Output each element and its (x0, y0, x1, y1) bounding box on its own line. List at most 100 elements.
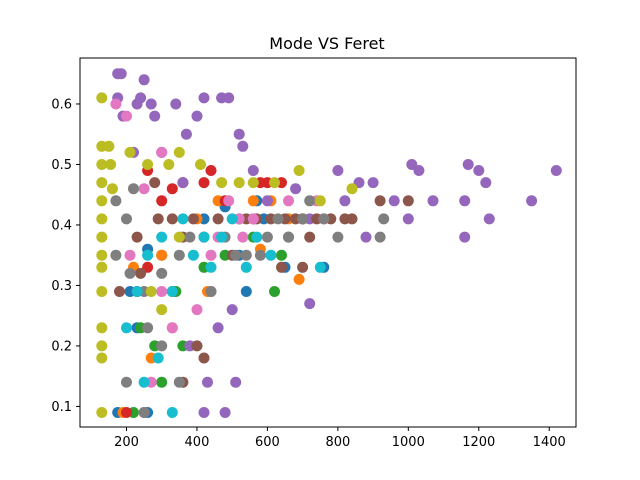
data-point (226, 213, 238, 225)
data-point (135, 267, 147, 279)
data-point (216, 231, 228, 243)
data-point (128, 183, 139, 195)
data-point (269, 286, 280, 297)
data-point (124, 249, 136, 261)
data-point (96, 249, 108, 261)
data-point (156, 286, 168, 297)
data-point (247, 195, 259, 207)
data-point (216, 177, 228, 189)
data-point (198, 177, 210, 189)
data-point (156, 249, 168, 261)
data-point (187, 249, 199, 261)
data-point (473, 165, 485, 176)
data-point (526, 195, 538, 207)
data-point (121, 322, 132, 334)
data-point (96, 213, 108, 225)
data-point (106, 183, 118, 195)
data-point (483, 213, 495, 225)
data-point (152, 213, 164, 225)
data-point (304, 231, 316, 243)
data-point (261, 195, 273, 207)
data-point (96, 159, 108, 170)
data-point (138, 183, 150, 195)
data-point (339, 195, 351, 207)
data-point (230, 249, 242, 261)
data-point (237, 231, 249, 243)
y-tick-label: 0.6 (51, 97, 72, 112)
data-point (96, 352, 108, 364)
data-point (121, 110, 132, 122)
data-point (149, 110, 161, 122)
data-point (173, 231, 185, 243)
data-point (219, 407, 231, 418)
data-point (156, 195, 168, 207)
data-point (459, 231, 471, 243)
data-point (121, 407, 132, 418)
data-point (360, 231, 372, 243)
data-point (283, 195, 294, 207)
data-point (173, 146, 185, 158)
x-tick-label: 1000 (392, 435, 425, 450)
data-point (180, 128, 192, 140)
y-axis: 0.1 0.2 0.3 0.4 0.5 0.6 (51, 97, 80, 415)
data-point (332, 231, 344, 243)
data-point (166, 183, 178, 195)
data-point (110, 249, 122, 261)
data-point (96, 261, 108, 273)
data-point (261, 231, 273, 243)
data-point (103, 140, 115, 152)
data-point (156, 304, 168, 316)
data-point (131, 231, 143, 243)
data-point (138, 376, 150, 388)
data-point (156, 231, 168, 243)
data-point (131, 286, 143, 297)
y-tick-label: 0.4 (51, 218, 72, 233)
data-point (367, 177, 379, 189)
chart-title: Mode VS Feret (269, 34, 384, 53)
data-point (318, 213, 330, 225)
data-point (173, 249, 185, 261)
data-point (166, 407, 178, 418)
data-point (413, 165, 425, 176)
data-point (402, 195, 414, 207)
data-point (240, 286, 252, 297)
data-point (304, 298, 316, 310)
data-point (480, 177, 492, 189)
data-point (124, 146, 136, 158)
data-point (226, 304, 238, 316)
data-point (272, 213, 284, 225)
data-point (251, 231, 263, 243)
data-point (427, 195, 439, 207)
data-point (205, 261, 217, 273)
data-point (459, 195, 471, 207)
y-tick-label: 0.3 (51, 279, 72, 294)
x-tick-label: 200 (114, 435, 139, 450)
data-point (121, 376, 132, 388)
data-point (121, 213, 132, 225)
series-8 (96, 92, 358, 418)
data-point (96, 195, 108, 207)
data-point (402, 213, 414, 225)
series-9 (121, 213, 326, 418)
data-point (156, 146, 168, 158)
data-point (96, 322, 108, 334)
data-point (297, 213, 309, 225)
data-point (297, 261, 309, 273)
x-tick-label: 600 (255, 435, 280, 450)
data-point (233, 177, 245, 189)
data-point (156, 267, 168, 279)
data-point (110, 98, 122, 110)
data-point (346, 183, 358, 195)
data-point (247, 165, 259, 176)
data-point (96, 340, 108, 352)
data-point (149, 177, 161, 189)
data-point (114, 286, 125, 297)
data-point (205, 249, 217, 261)
data-point (378, 213, 390, 225)
series-4 (112, 68, 562, 418)
data-point (247, 213, 259, 225)
data-point (240, 249, 252, 261)
data-point (293, 273, 305, 285)
data-point (191, 304, 203, 316)
x-axis: 200 400 600 800 1000 1200 1400 (114, 427, 566, 450)
